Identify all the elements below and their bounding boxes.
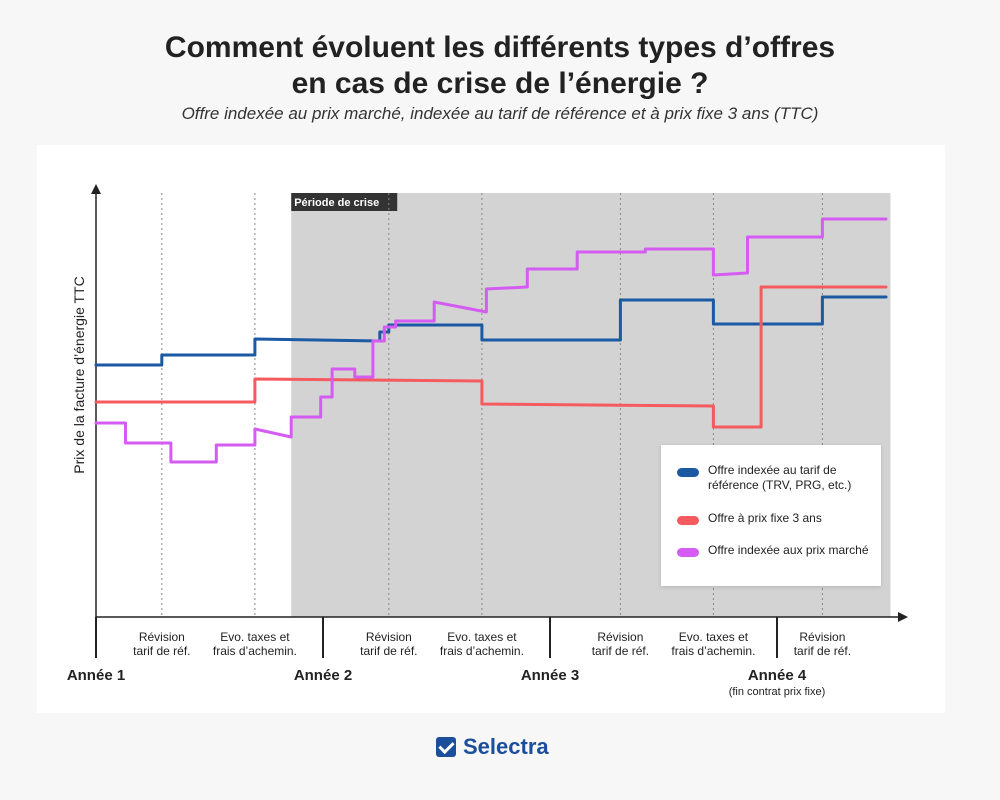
- series-line-market-offer: [94, 217, 888, 464]
- year-label-4: Année 4: [748, 667, 807, 684]
- legend: Offre indexée au tarif de référence (TRV…: [661, 445, 881, 586]
- title-line-2: en cas de crise de l’énergie ?: [291, 67, 709, 100]
- legend-swatch-market: [677, 548, 699, 557]
- event-label-1-line2: tarif de réf.: [133, 644, 190, 658]
- event-label-7-line2: tarif de réf.: [794, 644, 851, 658]
- year-label-3: Année 3: [521, 667, 579, 684]
- event-label-6-line1: Evo. taxes et: [679, 630, 749, 644]
- event-label-1-line1: Révision: [139, 630, 185, 644]
- brand-logo: Selectra: [436, 734, 549, 760]
- crisis-label-bg: [291, 193, 398, 211]
- event-label-5-line2: tarif de réf.: [592, 644, 649, 658]
- year-sublabel-4: (fin contrat prix fixe): [729, 686, 826, 698]
- legend-item-reference: Offre indexée au tarif de référence (TRV…: [677, 463, 873, 493]
- series-line-reference-offer: [94, 295, 888, 367]
- legend-item-fixed: Offre à prix fixe 3 ans: [677, 511, 873, 526]
- y-axis-label: Prix de la facture d’énergie TTC: [71, 276, 87, 473]
- event-label-2-line1: Evo. taxes et: [220, 630, 290, 644]
- legend-item-market: Offre indexée aux prix marché: [677, 543, 873, 558]
- event-label-4-line1: Evo. taxes et: [447, 630, 517, 644]
- legend-label-reference: Offre indexée au tarif de référence (TRV…: [708, 463, 852, 492]
- title-line-1: Comment évoluent les différents types d’…: [164, 31, 836, 64]
- legend-swatch-fixed: [677, 516, 699, 525]
- legend-swatch-reference: [677, 468, 699, 477]
- x-axis-arrow: [898, 612, 908, 622]
- event-label-3-line2: tarif de réf.: [360, 644, 417, 658]
- legend-label-market: Offre indexée aux prix marché: [708, 543, 869, 557]
- event-label-2-line2: frais d’achemin.: [213, 644, 297, 658]
- brand-name: Selectra: [463, 734, 549, 759]
- crisis-label: Période de crise: [294, 197, 379, 209]
- y-axis-arrow: [91, 184, 101, 194]
- event-label-6-line2: frais d’achemin.: [671, 644, 755, 658]
- chart-title: Comment évoluent les différents types d’…: [0, 30, 1000, 102]
- chart-subtitle: Offre indexée au prix marché, indexée au…: [181, 104, 819, 123]
- series-line-fixed-price-offer: [94, 285, 888, 429]
- event-label-7-line1: Révision: [799, 630, 845, 644]
- year-label-1: Année 1: [67, 667, 125, 684]
- legend-label-fixed: Offre à prix fixe 3 ans: [708, 511, 822, 525]
- event-label-3-line1: Révision: [366, 630, 412, 644]
- check-icon: [436, 737, 456, 757]
- year-label-2: Année 2: [294, 667, 352, 684]
- event-label-5-line1: Révision: [597, 630, 643, 644]
- event-label-4-line2: frais d’achemin.: [440, 644, 524, 658]
